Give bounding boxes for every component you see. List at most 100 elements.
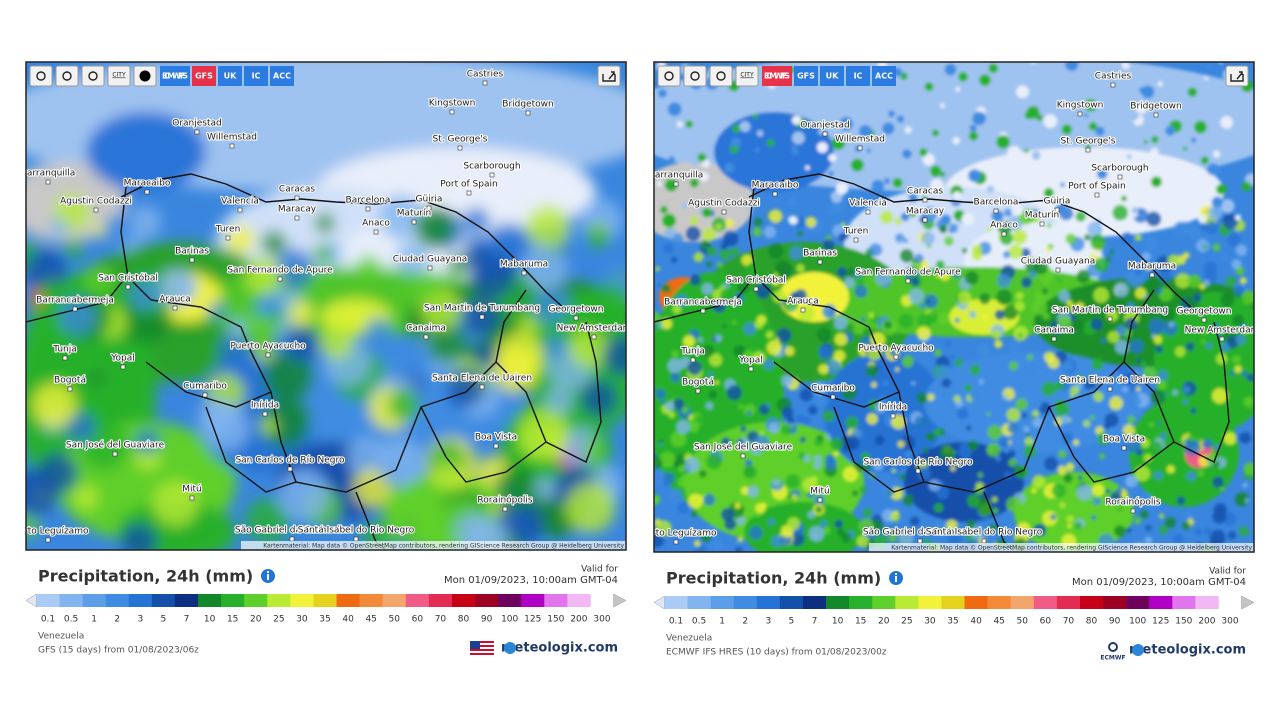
share-button[interactable] [597, 65, 621, 87]
model-button[interactable]: UK [218, 66, 242, 86]
button-bg [762, 66, 792, 86]
precip-cell [157, 268, 196, 307]
precip-cell [1203, 527, 1212, 536]
button-icon [1230, 71, 1244, 82]
precip-cell [1235, 334, 1246, 345]
precip-cell [865, 364, 879, 378]
precip-cell [709, 353, 723, 367]
precip-cell [1008, 244, 1023, 260]
model-button[interactable]: GFS [794, 66, 818, 86]
precip-cell [1146, 503, 1155, 511]
button-bg [735, 65, 759, 87]
button-icon [139, 70, 151, 82]
precip-cell [931, 129, 939, 137]
reload-button[interactable] [657, 65, 681, 87]
precip-cell [685, 141, 696, 152]
model-button[interactable]: UK [820, 66, 844, 86]
precip-cell [914, 416, 926, 427]
precip-cell [1009, 361, 1019, 371]
precip-cell [743, 354, 749, 360]
precip-cell [263, 352, 315, 403]
precip-cell [729, 439, 735, 445]
border [420, 406, 547, 483]
model-button[interactable]: ACC [270, 66, 294, 86]
precip-cell [887, 491, 892, 496]
precip-cell [739, 121, 751, 132]
precip-cell [658, 438, 664, 444]
city-label: Cumaribo [183, 382, 227, 392]
precip-cell [902, 149, 912, 159]
precip-cell [700, 530, 712, 543]
precip-cell [668, 488, 684, 504]
precip-cell [899, 249, 914, 263]
precip-cell [1044, 456, 1059, 471]
precip-cell [816, 327, 832, 343]
precip-cell [743, 322, 756, 336]
precip-cell [701, 283, 714, 295]
precip-cell [967, 440, 979, 451]
precip-cell [736, 438, 744, 446]
precip-cell [961, 212, 975, 226]
precip-cell [1167, 254, 1181, 268]
model-button[interactable]: IC [846, 66, 870, 86]
precip-cell [543, 335, 568, 360]
city-label: San Carlos de Río Negro [235, 456, 345, 466]
model-button[interactable]: ECMWF IFS [762, 66, 792, 86]
city-marker [1055, 267, 1061, 273]
precip-cell [916, 326, 931, 341]
model-button[interactable]: IC [244, 66, 268, 86]
zoom-button[interactable] [709, 65, 733, 87]
precip-cell [1175, 272, 1191, 289]
scale-label: 3 [765, 617, 771, 627]
precip-cell [1069, 319, 1085, 335]
share-button[interactable] [1225, 65, 1249, 87]
button-icon [602, 71, 616, 82]
scale-label: 15 [227, 615, 238, 625]
precip-cell [929, 165, 942, 177]
precip-cell [989, 524, 998, 532]
scale-arrow [653, 595, 665, 610]
precip-cell [1196, 239, 1210, 253]
precip-cell [412, 274, 439, 301]
model-button[interactable]: GFS [192, 66, 216, 86]
city-button[interactable]: CITY [107, 65, 131, 87]
location-button[interactable] [55, 65, 79, 87]
model-button[interactable]: ACC [872, 66, 896, 86]
city-label: San Carlos de Río Negro [863, 458, 973, 468]
precip-cell [927, 393, 935, 401]
location-button[interactable] [683, 65, 707, 87]
precip-cell [380, 484, 430, 534]
precip-cell [120, 523, 158, 550]
precip-cell [1194, 120, 1207, 134]
precip-cell [1182, 399, 1189, 406]
city-button[interactable]: CITY [735, 65, 759, 87]
city-label: Ciudad Guayana [1021, 257, 1096, 267]
precip-cell [1043, 418, 1055, 431]
model-label: UK [826, 72, 839, 81]
scale-swatch [267, 594, 291, 607]
city-marker [748, 366, 754, 372]
precip-cell [447, 367, 486, 407]
precip-cell [670, 431, 687, 448]
precip-cell [828, 170, 834, 177]
scale-swatch [359, 594, 384, 607]
precip-cell [784, 346, 795, 356]
precip-cell [1142, 366, 1157, 381]
model-button[interactable]: ECMWF IFS [160, 66, 190, 86]
dot-button[interactable] [133, 65, 157, 87]
city-label: Agustin Codazzi [688, 199, 760, 209]
precip-cell [1201, 339, 1206, 344]
scale-swatch [1103, 596, 1127, 609]
precip-cell [955, 86, 961, 92]
reload-button[interactable] [29, 65, 53, 87]
precip-cell [1121, 195, 1127, 202]
scale-label: 200 [1198, 617, 1215, 627]
precip-cell [970, 390, 982, 402]
toolbar: CITY ECMWF IFS GFS UK IC ACC [29, 65, 294, 87]
precip-cell [714, 380, 720, 385]
zoom-button[interactable] [81, 65, 105, 87]
precip-cell [944, 63, 957, 76]
city-label: Puerto Ayacucho [230, 342, 306, 352]
precip-cell [969, 124, 977, 132]
precip-cell [1141, 251, 1151, 262]
